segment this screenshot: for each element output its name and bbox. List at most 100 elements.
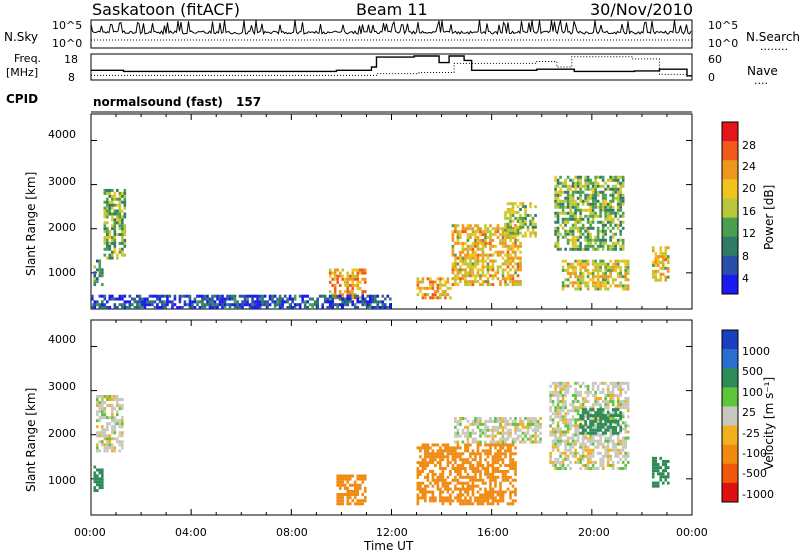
power-cell <box>519 268 522 272</box>
velocity-cell <box>559 387 562 391</box>
velocity-cell <box>664 469 668 473</box>
power-cell <box>474 230 477 234</box>
velocity-cell <box>501 475 505 479</box>
velocity-cell <box>624 397 627 401</box>
velocity-cell <box>486 464 490 468</box>
power-cell <box>158 300 162 304</box>
power-cell <box>171 300 174 304</box>
power-cell <box>358 280 362 284</box>
velocity-cell <box>106 404 109 408</box>
power-cell <box>466 280 470 284</box>
power-cell <box>604 181 607 185</box>
velocity-cell <box>566 436 570 440</box>
velocity-cell <box>449 481 452 485</box>
power-ytick-2000: 2000 <box>48 221 76 234</box>
velocity-cell <box>604 393 607 397</box>
velocity-cell <box>496 428 500 432</box>
velocity-cell <box>424 499 427 503</box>
velocity-cell <box>589 460 592 464</box>
velocity-cell <box>586 467 590 470</box>
power-cell <box>486 265 490 269</box>
velocity-cell <box>606 436 610 440</box>
velocity-cell <box>454 452 457 456</box>
power-cell <box>308 297 312 301</box>
velocity-cell <box>501 452 505 456</box>
power-cell <box>611 278 615 282</box>
power-cell <box>501 230 505 234</box>
power-cell <box>594 259 597 263</box>
power-cell <box>489 244 492 248</box>
power-cell <box>599 238 602 242</box>
velocity-cell <box>481 428 485 432</box>
power-cell <box>586 275 590 279</box>
power-cell <box>146 303 149 307</box>
power-cell <box>661 261 665 264</box>
freq-label: Freq. <box>14 52 42 65</box>
power-cell <box>419 289 422 293</box>
velocity-cell <box>664 459 668 463</box>
velocity-cell <box>599 397 602 401</box>
velocity-cell <box>591 424 595 428</box>
power-cell <box>123 212 127 216</box>
power-cell <box>611 199 615 203</box>
velocity-cell <box>363 496 367 500</box>
power-cell <box>659 252 663 256</box>
power-cell <box>383 306 387 309</box>
velocity-cell <box>529 437 532 441</box>
velocity-cell <box>434 455 437 459</box>
velocity-cell <box>491 425 495 429</box>
power-cell <box>579 217 582 221</box>
power-cell <box>614 184 617 188</box>
power-cell <box>601 232 605 236</box>
power-cell <box>476 259 480 263</box>
power-cell <box>566 241 570 245</box>
power-cell <box>509 259 512 263</box>
velocity-cell <box>576 427 580 431</box>
power-cell <box>651 246 655 250</box>
power-cell <box>576 184 580 188</box>
power-cell <box>464 259 467 263</box>
power-cell <box>469 274 472 278</box>
power-cell <box>328 297 332 301</box>
power-cell <box>479 253 482 257</box>
velocity-cell <box>624 430 627 434</box>
power-cell <box>596 205 600 209</box>
velocity-cell <box>474 469 477 473</box>
power-cell <box>121 238 124 242</box>
velocity-cell <box>454 484 457 488</box>
velocity-cell <box>664 463 668 467</box>
velocity-cell <box>601 414 605 418</box>
velocity-cell <box>619 457 622 461</box>
velocity-cell <box>581 457 585 461</box>
power-cell <box>356 268 360 272</box>
power-cell <box>621 244 625 248</box>
velocity-cell <box>481 431 485 435</box>
velocity-cell <box>609 419 612 423</box>
velocity-cell <box>656 469 660 473</box>
power-cell <box>226 303 229 307</box>
power-cell <box>556 205 560 209</box>
power-cell <box>103 241 107 245</box>
power-cell <box>534 205 537 209</box>
power-cell <box>614 247 617 251</box>
freq-tick-top: 18 <box>64 53 78 66</box>
velocity-cell <box>496 469 500 473</box>
power-cell <box>621 196 625 200</box>
velocity-cell <box>429 458 432 462</box>
velocity-cell <box>469 422 472 426</box>
velocity-cell <box>594 460 597 464</box>
power-cell <box>556 184 560 188</box>
power-cell <box>484 280 487 284</box>
velocity-cell <box>576 430 580 434</box>
power-cell <box>561 226 565 230</box>
velocity-cell <box>469 455 472 459</box>
power-cell <box>571 190 575 194</box>
power-cell <box>554 232 557 236</box>
power-cell <box>353 296 357 300</box>
velocity-cell <box>569 460 572 464</box>
power-cell <box>584 193 587 197</box>
velocity-cell <box>121 419 124 423</box>
power-cell <box>499 253 502 257</box>
power-cell <box>506 231 510 235</box>
velocity-cell <box>491 455 495 459</box>
